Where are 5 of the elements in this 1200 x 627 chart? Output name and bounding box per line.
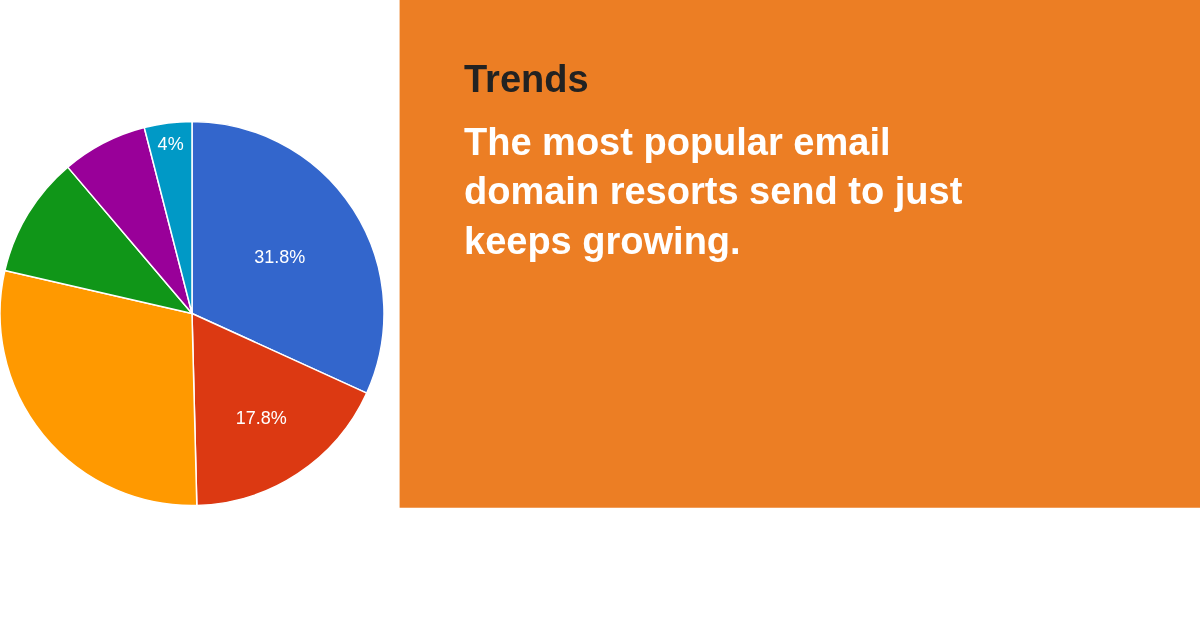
text: The most popular email domain resorts send to just keeps growing.	[464, 121, 963, 262]
data-label: 31.8%	[254, 247, 306, 268]
data-label: 17.8%	[235, 408, 287, 429]
text: Trends	[464, 58, 589, 100]
data-label: 4%	[157, 134, 184, 155]
